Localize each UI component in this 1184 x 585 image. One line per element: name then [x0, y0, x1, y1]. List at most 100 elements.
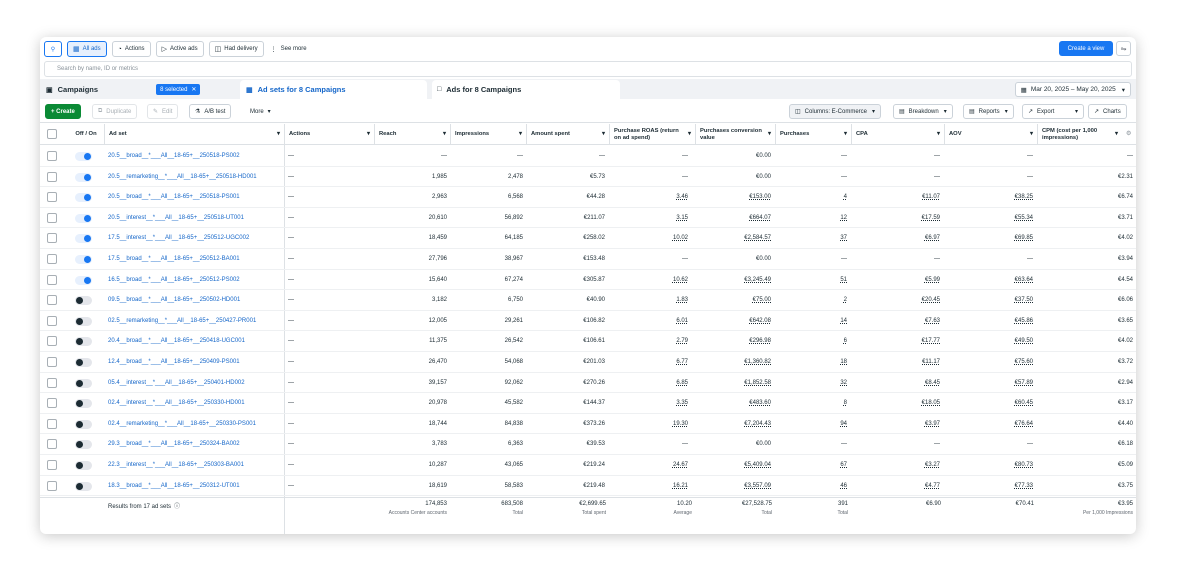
delivery-toggle[interactable] [75, 419, 92, 429]
see-more-button[interactable]: ⋮ See more [270, 46, 307, 53]
tab-campaigns[interactable]: ▣ Campaigns 8 selected ✕ [46, 80, 238, 99]
row-checkbox[interactable] [47, 315, 57, 326]
table-row[interactable]: 09.5__broad__*___All__18-65+__250502-HD0… [40, 290, 1136, 311]
row-checkbox[interactable] [47, 212, 57, 223]
row-checkbox[interactable] [47, 254, 57, 264]
charts-button[interactable]: ↗ Charts [1088, 104, 1127, 119]
create-view-button[interactable]: Create a view [1059, 41, 1113, 56]
table-row[interactable]: 20.5__remarketing__*___All__18-65+__2505… [40, 167, 1136, 188]
search-input[interactable]: Search by name, ID or metrics [44, 61, 1132, 77]
adset-name-link[interactable]: 09.5__broad__*___All__18-65+__250502-HD0… [108, 297, 241, 304]
table-row[interactable]: 17.5__interest__*___All__18-65+__250512-… [40, 228, 1136, 249]
adset-name-link[interactable]: 20.4__broad__*___All__18-65+__250418-UGC… [108, 338, 245, 345]
row-checkbox[interactable] [47, 233, 57, 244]
table-row[interactable]: 02.4__remarketing__*___All__18-65+__2503… [40, 414, 1136, 435]
tab-adsets[interactable]: ▦ Ad sets for 8 Campaigns [240, 80, 427, 99]
table-row[interactable]: 17.5__broad__*___All__18-65+__250512-BA0… [40, 249, 1136, 270]
all-ads-button[interactable]: ▦ All ads [67, 41, 107, 57]
delivery-toggle[interactable] [75, 193, 92, 203]
selected-badge[interactable]: 8 selected ✕ [156, 84, 201, 95]
delivery-toggle[interactable] [75, 378, 92, 388]
table-row[interactable]: 02.4__interest__*___All__18-65+__250330-… [40, 393, 1136, 414]
edit-button[interactable]: ✎ Edit [147, 104, 179, 119]
row-checkbox[interactable] [47, 377, 57, 388]
row-checkbox[interactable] [47, 357, 57, 367]
delivery-toggle[interactable] [75, 358, 92, 367]
duplicate-button[interactable]: ⧉ Duplicate [92, 104, 138, 119]
table-row[interactable]: 02.5__remarketing__*___All__18-65+__2504… [40, 311, 1136, 332]
delivery-toggle[interactable] [75, 481, 92, 491]
delivery-toggle[interactable] [75, 296, 92, 306]
table-row[interactable]: 18.3__broad__*___All__18-65+__250312-UT0… [40, 476, 1136, 497]
col-cpm[interactable]: CPM (cost per 1,000 impressions) ▾ [1037, 124, 1122, 145]
table-row[interactable]: 20.5__broad__*___All__18-65+__250518-PS0… [40, 146, 1136, 167]
active-ads-button[interactable]: ▷ Active ads [155, 41, 204, 57]
col-impressions[interactable]: Impressions ▾ [450, 124, 526, 145]
col-cpa[interactable]: CPA ▾ [851, 124, 944, 145]
col-purchases[interactable]: Purchases ▾ [775, 124, 851, 145]
delivery-toggle[interactable] [75, 152, 92, 161]
row-checkbox[interactable] [47, 336, 57, 347]
table-row[interactable]: 20.4__broad__*___All__18-65+__250418-UGC… [40, 331, 1136, 352]
col-aov[interactable]: AOV ▾ [944, 124, 1037, 145]
delivery-toggle[interactable] [75, 337, 92, 347]
columns-button[interactable]: ◫ Columns: E-Commerce ▾ [789, 104, 882, 119]
adset-name-link[interactable]: 02.4__interest__*___All__18-65+__250330-… [108, 400, 245, 407]
actions-filter-button[interactable]: ◔ Actions [111, 41, 151, 57]
adset-name-link[interactable]: 20.5__broad__*___All__18-65+__250518-PS0… [108, 194, 240, 201]
row-checkbox[interactable] [47, 418, 57, 429]
tab-ads[interactable]: □ Ads for 8 Campaigns [432, 80, 620, 99]
row-checkbox[interactable] [47, 151, 57, 161]
table-row[interactable]: 05.4__interest__*___All__18-65+__250401-… [40, 373, 1136, 394]
delivery-toggle[interactable] [75, 172, 92, 182]
search-button[interactable]: ⚲ [44, 41, 62, 57]
adset-name-link[interactable]: 02.5__remarketing__*___All__18-65+__2504… [108, 317, 257, 324]
delivery-toggle[interactable] [75, 255, 92, 264]
row-checkbox[interactable] [47, 398, 57, 409]
reports-button[interactable]: ▤ Reports ▾ [963, 104, 1014, 119]
adset-name-link[interactable]: 17.5__broad__*___All__18-65+__250512-BA0… [108, 256, 240, 262]
delivery-toggle[interactable] [75, 440, 92, 450]
adset-name-link[interactable]: 18.3__broad__*___All__18-65+__250312-UT0… [108, 482, 240, 489]
delivery-toggle[interactable] [75, 461, 92, 470]
delivery-toggle[interactable] [75, 399, 92, 409]
table-row[interactable]: 22.3__interest__*___All__18-65+__250303-… [40, 455, 1136, 476]
col-reach[interactable]: Reach ▾ [374, 124, 450, 145]
adset-name-link[interactable]: 20.5__broad__*___All__18-65+__250518-PS0… [108, 153, 240, 159]
adset-name-link[interactable]: 20.5__remarketing__*___All__18-65+__2505… [108, 173, 257, 180]
col-ad-set[interactable]: Ad set ▾ [104, 124, 284, 145]
row-checkbox[interactable] [47, 460, 57, 470]
view-settings-button[interactable]: ⇋ [1116, 41, 1131, 56]
adset-name-link[interactable]: 22.3__interest__*___All__18-65+__250303-… [108, 462, 244, 468]
info-icon[interactable]: ⓘ [174, 504, 181, 510]
delivery-toggle[interactable] [75, 213, 92, 223]
row-checkbox[interactable] [47, 171, 57, 182]
more-button[interactable]: More ▾ [244, 104, 277, 119]
chevron-down-icon[interactable]: ▾ [1074, 109, 1078, 115]
column-settings-icon[interactable]: ⚙ [1126, 131, 1132, 137]
date-range-picker[interactable]: ▦ Mar 20, 2025 – May 20, 2025 ▾ [1014, 82, 1131, 97]
adset-name-link[interactable]: 16.5__broad__*___All__18-65+__250512-PS0… [108, 276, 240, 283]
adset-name-link[interactable]: 12.4__broad__*___All__18-65+__250409-PS0… [108, 359, 240, 365]
adset-name-link[interactable]: 05.4__interest__*___All__18-65+__250401-… [108, 379, 245, 386]
table-row[interactable]: 16.5__broad__*___All__18-65+__250512-PS0… [40, 270, 1136, 291]
table-row[interactable]: 20.5__broad__*___All__18-65+__250518-PS0… [40, 187, 1136, 208]
table-row[interactable]: 29.3__broad__*___All__18-65+__250324-BA0… [40, 434, 1136, 455]
close-icon[interactable]: ✕ [191, 87, 197, 93]
table-row[interactable]: 20.5__interest__*___All__18-65+__250518-… [40, 208, 1136, 229]
row-checkbox[interactable] [47, 295, 57, 306]
row-checkbox[interactable] [47, 439, 57, 450]
col-actions[interactable]: Actions ▾ [284, 124, 374, 145]
col-roas[interactable]: Purchase ROAS (return on ad spend) ▾ [609, 124, 695, 145]
ab-test-button[interactable]: ⚗ A/B test [189, 104, 232, 119]
adset-name-link[interactable]: 17.5__interest__*___All__18-65+__250512-… [108, 235, 250, 242]
export-button[interactable]: ↗ Export ▾ [1022, 104, 1084, 119]
adset-name-link[interactable]: 02.4__remarketing__*___All__18-65+__2503… [108, 420, 256, 427]
adset-name-link[interactable]: 20.5__interest__*___All__18-65+__250518-… [108, 214, 244, 221]
delivery-toggle[interactable] [75, 275, 92, 285]
had-delivery-button[interactable]: ◫ Had delivery [208, 41, 264, 57]
table-row[interactable]: 12.4__broad__*___All__18-65+__250409-PS0… [40, 352, 1136, 373]
breakdown-button[interactable]: ▤ Breakdown ▾ [893, 104, 953, 119]
create-button[interactable]: + Create [45, 104, 81, 119]
row-checkbox[interactable] [47, 192, 57, 203]
